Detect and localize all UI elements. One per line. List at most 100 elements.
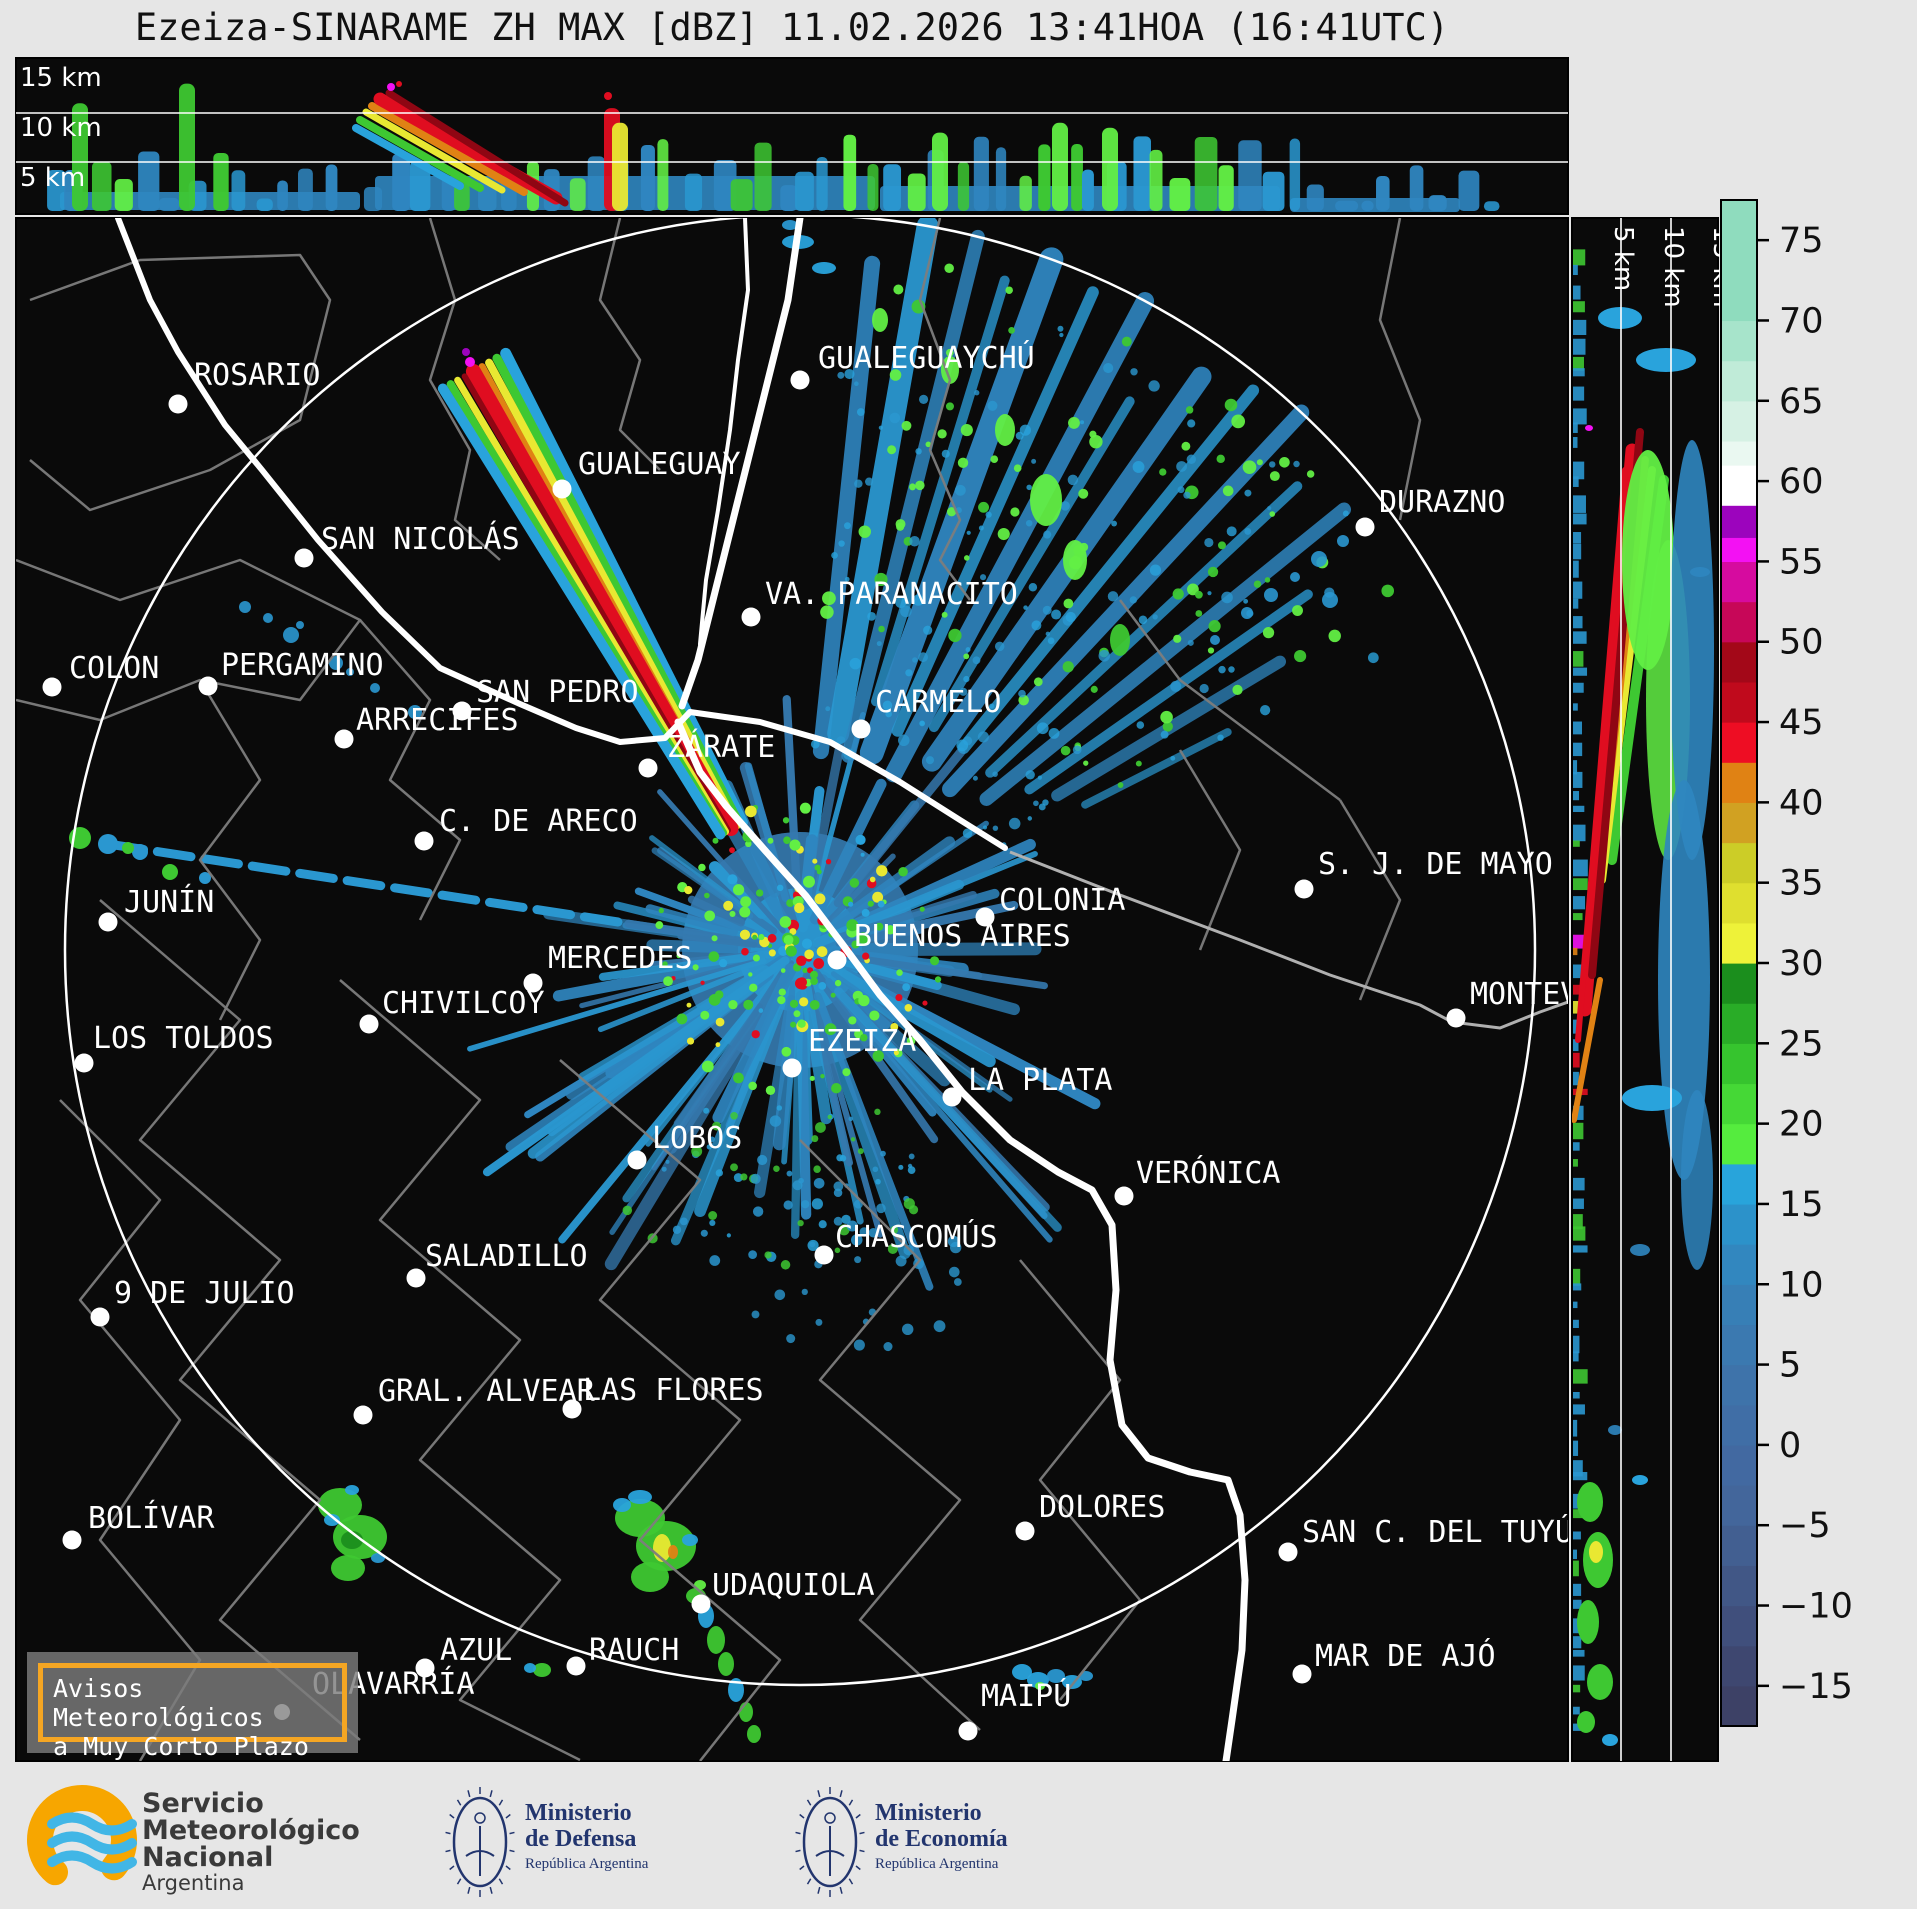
colorbar-tick-label: −5 — [1779, 1506, 1831, 1546]
colorbar-segment — [1721, 1123, 1757, 1165]
admin-boundary — [1338, 799, 1402, 1001]
ministerio-defensa-text: de Defensa — [525, 1826, 636, 1852]
admin-boundary — [559, 1059, 782, 1761]
colorbar-segment — [1721, 641, 1757, 683]
city-label: JUNÍN — [124, 884, 214, 920]
smn-text: Meteorológico — [142, 1815, 360, 1846]
colorbar-segment — [1721, 601, 1757, 643]
city-label: PERGAMINO — [221, 648, 384, 683]
colorbar-segment — [1721, 1485, 1757, 1526]
admin-boundary — [598, 218, 661, 471]
city-dot — [942, 1087, 962, 1107]
city-dot — [1114, 1186, 1134, 1206]
colorbar-segment — [1721, 561, 1757, 603]
city-label: S. J. DE MAYO — [1318, 847, 1553, 882]
city-label: COLONIA — [999, 883, 1125, 918]
colorbar-tick-label: 0 — [1779, 1426, 1801, 1466]
city-dot — [741, 607, 761, 627]
city-label: CHIVILCOY — [382, 986, 545, 1021]
city-label: GUALEGUAYCHÚ — [818, 339, 1035, 376]
colorbar-segment — [1721, 505, 1757, 538]
colorbar-segment — [1721, 762, 1757, 803]
colorbar-tick-label: 20 — [1779, 1105, 1824, 1145]
city-dot — [359, 1014, 379, 1034]
altitude-label: 5 km — [20, 163, 85, 193]
ministerio-defensa-escudo-icon — [445, 1787, 515, 1897]
city-dot — [827, 950, 847, 970]
city-label: RAUCH — [589, 1633, 679, 1668]
city-dot — [782, 1058, 802, 1078]
city-label: ARRECIFES — [356, 703, 519, 738]
admin-boundary — [198, 679, 262, 1021]
city-label: 9 DE JULIO — [114, 1276, 295, 1311]
radar-map-layer: ROSARIO GUALEGUAYCHÚ GUALEGUAY SAN NICOLÁS D… — [16, 218, 1568, 1761]
ministerio-economia-text: Ministerio — [875, 1800, 982, 1826]
city-label: LOS TOLDOS — [93, 1021, 274, 1056]
smn-wave-icon — [47, 1850, 137, 1874]
city-label: MERCEDES — [548, 941, 693, 976]
city-dot — [566, 1656, 586, 1676]
colorbar-tick-label: 65 — [1779, 382, 1824, 422]
range-ring — [63, 218, 1537, 1687]
colorbar-segment — [1721, 1203, 1757, 1245]
city-label: GUALEGUAY — [578, 447, 741, 482]
colorbar-tick-label: 30 — [1779, 944, 1824, 984]
admin-boundary — [918, 218, 971, 601]
city-label: AZUL — [440, 1633, 512, 1668]
city-dot — [562, 1399, 582, 1419]
colorbar-segment — [1721, 681, 1757, 723]
river — [115, 218, 693, 745]
colorbar-tick-label: 70 — [1779, 301, 1824, 341]
city-label: MAIPÚ — [981, 1677, 1071, 1714]
colorbar-segment — [1721, 1605, 1757, 1647]
city-label: CHASCOMÚS — [835, 1218, 998, 1255]
colorbar-segment — [1721, 963, 1757, 1004]
colorbar-segment — [1721, 200, 1757, 322]
smn-text: Argentina — [142, 1871, 244, 1895]
colorbar-segment — [1721, 537, 1757, 563]
city-label: COLON — [69, 651, 159, 686]
ministerio-economia-text: República Argentina — [875, 1856, 999, 1872]
city-label: BUENOS AIRES — [854, 919, 1071, 954]
city-dot — [638, 758, 658, 778]
colorbar-tick-label: −15 — [1779, 1667, 1853, 1707]
city-label: MAR DE AJÓ — [1315, 1637, 1496, 1674]
city-dot — [958, 1721, 978, 1741]
city-label: ROSARIO — [194, 358, 320, 393]
colorbar-segment — [1721, 1685, 1757, 1727]
warning-line1: Avisos Meteorológicos — [53, 1674, 264, 1732]
colorbar-tick-label: 35 — [1779, 864, 1824, 904]
colorbar-segment — [1721, 1284, 1757, 1326]
colorbar-tick-label: 60 — [1779, 462, 1824, 502]
top-profile-layer — [16, 81, 1568, 212]
admin-boundary — [359, 619, 462, 921]
city-label: SALADILLO — [425, 1239, 588, 1274]
city-label: DOLORES — [1039, 1490, 1165, 1525]
city-dot — [1446, 1008, 1466, 1028]
city-dot — [406, 1268, 426, 1288]
colorbar-segment — [1721, 1525, 1757, 1566]
river — [698, 218, 750, 646]
city-dot — [851, 719, 871, 739]
colorbar-tick-label: 45 — [1779, 703, 1824, 743]
city-label: UDAQUIOLA — [712, 1568, 875, 1603]
city-dot — [294, 548, 314, 568]
colorbar-segment — [1721, 1565, 1757, 1607]
admin-boundary — [799, 1139, 981, 1731]
uruguay-coastline — [1009, 850, 1568, 1030]
city-label: DURAZNO — [1379, 485, 1505, 520]
colorbar-tick-label: 10 — [1779, 1265, 1824, 1305]
admin-boundary — [339, 979, 581, 1761]
city-dot — [353, 1405, 373, 1425]
ministerio-defensa-text: República Argentina — [525, 1856, 649, 1872]
admin-boundary — [29, 253, 332, 512]
colorbar-segment — [1721, 1244, 1757, 1285]
city-dot — [1292, 1664, 1312, 1684]
colorbar-segment — [1721, 1163, 1757, 1205]
ministerio-defensa-text: Ministerio — [525, 1800, 632, 1826]
city-label: LA PLATA — [968, 1063, 1113, 1098]
city-label: BOLÍVAR — [88, 1500, 215, 1536]
city-label: SAN PEDRO — [476, 675, 639, 710]
